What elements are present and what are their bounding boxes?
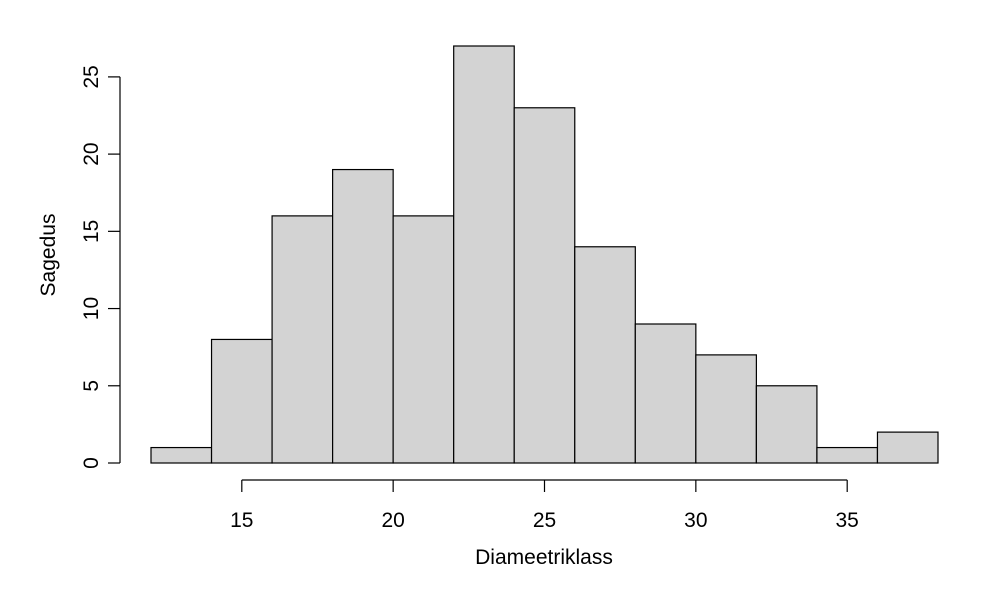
bars-group xyxy=(150,45,939,464)
histogram-bar xyxy=(332,168,394,464)
x-tick-label: 30 xyxy=(684,509,707,532)
histogram-bar xyxy=(513,107,576,464)
x-tick-label: 15 xyxy=(230,509,253,532)
y-axis-title: Sagedus xyxy=(37,214,60,297)
x-ticks-group: 15 20 25 30 35 xyxy=(230,480,859,532)
histogram-bar xyxy=(634,323,697,464)
x-tick-label: 25 xyxy=(533,509,556,532)
x-tick-label: 35 xyxy=(836,509,859,532)
y-tick-label: 20 xyxy=(80,142,103,165)
x-axis-title: Diameetriklass xyxy=(475,546,613,569)
y-tick-label: 25 xyxy=(80,65,103,88)
histogram-bar xyxy=(574,246,636,464)
y-tick-label: 15 xyxy=(80,220,103,243)
y-ticks-group: 0 5 10 15 20 25 xyxy=(80,65,120,469)
histogram-bar xyxy=(150,446,213,464)
y-tick-label: 5 xyxy=(80,380,103,392)
histogram-bar xyxy=(210,338,273,464)
histogram-bar xyxy=(755,385,818,464)
x-tick-label: 20 xyxy=(381,509,404,532)
histogram-bar xyxy=(695,354,757,464)
y-tick-label: 10 xyxy=(80,297,103,320)
histogram-bar xyxy=(271,215,334,464)
histogram-bar xyxy=(876,431,939,464)
histogram-bar xyxy=(816,446,879,464)
histogram-bar xyxy=(453,45,515,464)
histogram-bar xyxy=(392,215,455,464)
y-tick-label: 0 xyxy=(80,457,103,469)
